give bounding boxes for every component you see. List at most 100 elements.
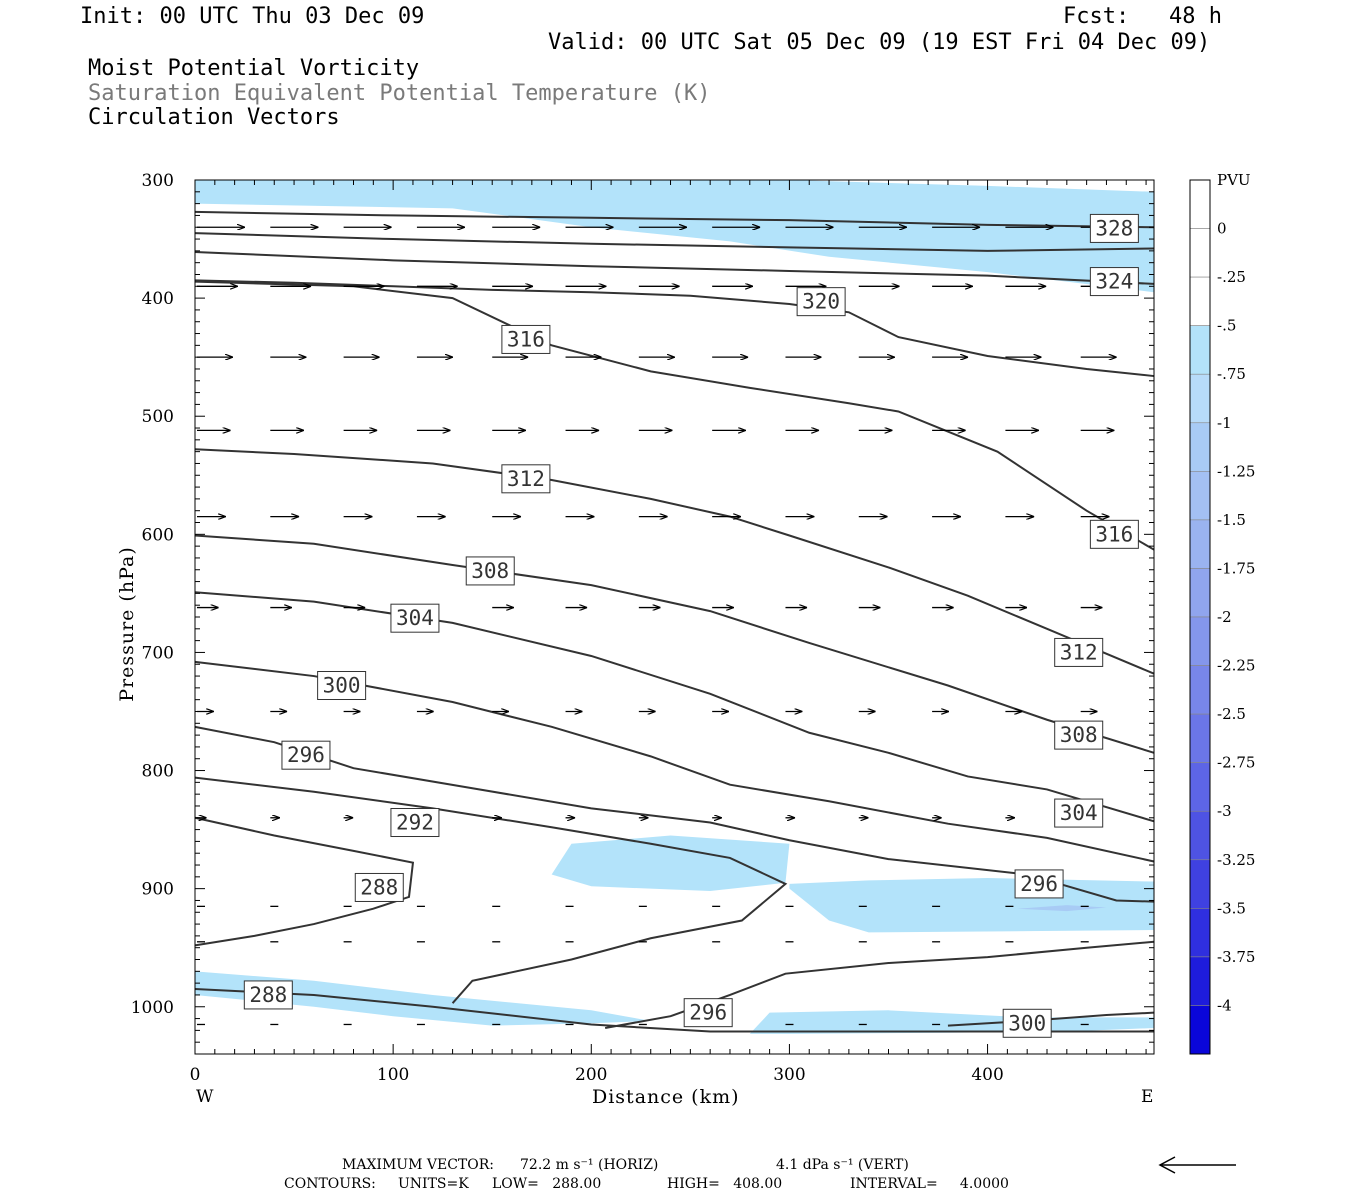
contour-label-box [390,808,440,838]
contour-label: 312 [1060,640,1098,664]
contour-label-layer: 328 324 320 316 316 312 312 308 308 304 304 300 300 2… [243,213,1139,1038]
contour-label: 288 [360,875,398,899]
y-tick-label: 500 [142,407,174,427]
vector-layer [197,227,1129,1026]
x-tick-label: 200 [575,1065,607,1085]
pv-shading-layer [195,180,1154,1034]
max-vector-vert: 4.1 dPa s⁻¹ (VERT) [776,1157,909,1173]
theta-es-contour-300 [194,660,1155,863]
colorbar-swatch [1189,471,1211,521]
contour-label-box [796,287,846,317]
colorbar-swatch [1189,1005,1211,1055]
max-vector-horiz: 72.2 m s⁻¹ (HORIZ) [520,1157,659,1173]
y-tick-label: 600 [142,525,174,545]
theta-es-contour-320 [194,279,1155,378]
x-axis-east-label: E [1141,1087,1154,1107]
colorbar-swatch [1189,568,1211,618]
colorbar-swatch [1189,373,1211,424]
contour-label: 308 [1060,723,1098,747]
contour-label-box [281,740,331,770]
pv-region-3 [195,971,651,1026]
x-axis-west-label: W [196,1087,214,1107]
contour-label: 288 [249,983,287,1007]
contour-label-box [1014,869,1064,899]
reference-arrowhead [1158,1156,1176,1174]
colorbar-tick-label: 0 [1217,220,1227,238]
theta-es-contour-312 [194,448,1155,675]
theta-es-contour-292 [194,776,788,1004]
colorbar-tick-label: -2.75 [1217,754,1255,772]
contour-label-box [354,872,404,902]
contour-label: 300 [1008,1011,1046,1035]
contour-label-box [1054,798,1104,828]
init-time: Init: 00 UTC Thu 03 Dec 09 [80,4,425,29]
pv-region-0 [195,180,1154,293]
theta-es-contour-304 [194,591,1155,823]
contour-label-box [1089,519,1139,549]
contour-label-box [1089,213,1139,243]
field-title-vectors: Circulation Vectors [88,105,340,130]
axis-layer: 0 100 200 300 400 300 400 500 600 700 800 900 1000 [131,171,1154,1085]
colorbar-tick-label: -1.25 [1217,462,1255,480]
contour-label: 296 [287,743,325,767]
contour-label-box [501,464,551,494]
colorbar-title: PVU [1217,171,1251,189]
y-tick-label: 400 [142,289,174,309]
colorbar-swatch [1189,325,1211,375]
colorbar-tick-label: -2.5 [1217,705,1246,723]
theta-es-contour-324 [194,251,1155,285]
contour-label: 308 [471,559,509,583]
contour-label: 300 [323,674,361,698]
colorbar-swatch [1189,228,1211,278]
colorbar-tick-label: -2 [1217,608,1232,626]
contour-label: 328 [1095,216,1133,240]
contour-label-box [1054,637,1104,667]
colorbar-tick-label: -.5 [1217,317,1236,335]
theta-es-contour-328 [194,210,1155,229]
colorbar-swatch [1189,665,1211,715]
contour-label-box [1002,1008,1052,1038]
colorbar-tick-label: -1 [1217,414,1232,432]
contour-label-box [317,671,367,701]
max-vector-label: MAXIMUM VECTOR: [342,1157,494,1173]
x-axis-title: Distance (km) [592,1086,740,1108]
x-tick-label: 400 [971,1065,1003,1085]
contours-label: CONTOURS: [284,1176,376,1192]
x-tick-label: 100 [377,1065,409,1085]
colorbar-swatch [1189,519,1211,569]
contour-label-box [1054,720,1104,750]
colorbar-tick-label: -4 [1217,996,1232,1014]
colorbar-tick-label: -2.25 [1217,657,1255,675]
theta-es-contour-328 [194,232,1155,252]
contour-label-box [683,998,733,1028]
colorbar-tick-label: -.25 [1217,268,1246,286]
colorbar-tick-label: -3.75 [1217,948,1255,966]
contour-label: 324 [1095,270,1133,294]
contour-label: 312 [507,467,545,491]
field-title-mpv: Moist Potential Vorticity [88,56,420,81]
colorbar-tick-label: -.75 [1217,365,1246,383]
y-axis-title: Pressure (hPa) [116,546,138,702]
theta-es-contour-288 [194,816,415,947]
contours-high: HIGH= 408.00 [667,1176,783,1192]
y-tick-label: 800 [142,762,174,782]
forecast-hour: Fcst: 48 h [1063,4,1222,29]
pv-region-2 [789,878,1154,933]
contour-label-box [390,603,440,633]
y-tick-label: 1000 [131,998,174,1018]
contours-low: LOW= 288.00 [492,1176,602,1192]
colorbar-swatch [1189,762,1211,812]
theta-es-contour-308 [194,534,1155,754]
contour-label: 320 [802,290,840,314]
colorbar-tick-label: -1.5 [1217,511,1246,529]
colorbar-tick-label: -3.5 [1217,899,1246,917]
valid-time: Valid: 00 UTC Sat 05 Dec 09 (19 EST Fri … [548,30,1211,55]
contours-interval: INTERVAL= 4.0000 [850,1176,1009,1192]
colorbar-swatch [1189,810,1211,861]
contour-label: 296 [1020,872,1058,896]
colorbar-swatch [1189,616,1211,666]
pv-region-1 [551,835,790,892]
contour-label: 292 [396,811,434,835]
colorbar: 0 -.25 -.5 -.75 -1 -1.25 -1.5 -1.75 -2 -2.25 -2.5 -… [1189,179,1255,1055]
